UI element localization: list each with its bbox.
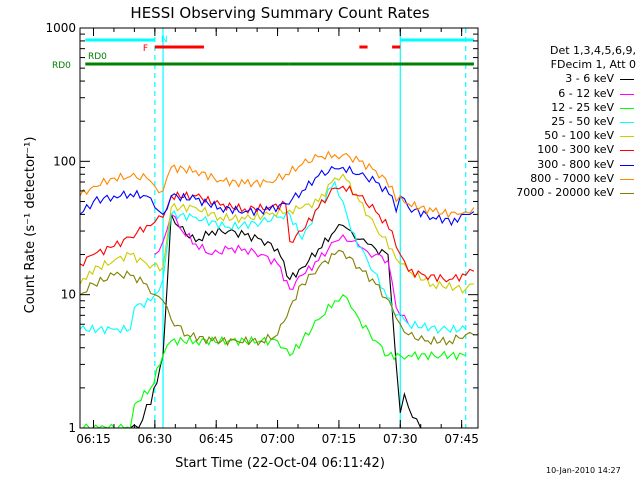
legend: Det 1,3,4,5,6,9, FDecim 1, Att 0 3 - 6 k… [480,44,636,200]
x-tick-label: 07:00 [260,432,295,446]
legend-label: 3 - 6 keV [565,72,614,86]
y-tick-label: 1000 [45,21,76,35]
legend-swatch [620,192,634,194]
flag-bar [163,62,290,66]
legend-label: 12 - 25 keV [551,100,614,114]
flag-label: F [143,44,148,54]
legend-header-line: FDecim 1, Att 0 [550,58,636,72]
legend-label: 300 - 800 keV [537,157,614,171]
series-line [79,173,474,294]
y-axis-label: Count Rate (s⁻¹ detector⁻¹) [23,137,38,314]
series-line [154,213,409,325]
legend-swatch [620,79,634,81]
legend-header-line: Det 1,3,4,5,6,9, [549,44,636,57]
legend-swatch [620,164,634,166]
y-tick-label: 1 [68,421,76,435]
y-tick-label: 100 [53,154,76,168]
x-tick-label: 07:30 [383,432,418,446]
legend-label: 7000 - 20000 keV [516,185,614,199]
plot-area: N F RD0 RD0 [52,28,475,429]
flag-label: RD0 [88,52,107,62]
legend-swatch [620,93,634,95]
legend-label: 50 - 100 keV [544,129,614,143]
plot-frame [79,27,479,429]
x-tick-label: 06:15 [76,432,111,446]
flag-label: N [161,35,168,45]
series-line [79,150,475,219]
legend-item: 100 - 300 keV [480,143,636,157]
legend-swatch [620,107,634,109]
x-tick-label: 07:45 [444,432,479,446]
legend-label: 100 - 300 keV [537,143,614,157]
legend-entries: 3 - 6 keV 6 - 12 keV 12 - 25 keV 25 - 50 ke… [480,72,636,200]
legend-item: 50 - 100 keV [480,129,636,143]
x-tick-label: 06:45 [199,432,234,446]
legend-label: 25 - 50 keV [551,114,614,128]
flag-bar [289,62,393,66]
flag-bar [359,45,368,49]
flag-label: RD0 [52,61,71,71]
chart-title: HESSI Observing Summary Count Rates [130,4,429,22]
x-tick-label: 07:15 [322,432,357,446]
legend-item: 7000 - 20000 keV [480,186,636,200]
legend-item: 25 - 50 keV [480,115,636,129]
legend-item: 12 - 25 keV [480,101,636,115]
series-line [79,185,475,283]
flag-bar [400,38,474,42]
legend-swatch [620,121,634,123]
legend-item: 300 - 800 keV [480,158,636,172]
flag-bar [85,62,164,66]
x-axis-label: Start Time (22-Oct-04 06:11:42) [175,456,385,471]
series-line [129,214,422,429]
legend-item: 6 - 12 keV [480,87,636,101]
flag-bar [392,62,474,66]
legend-label: 800 - 7000 keV [530,171,614,185]
series-line [79,165,475,227]
legend-label: 6 - 12 keV [558,86,614,100]
y-tick-label: 10 [61,288,76,302]
series-line [79,249,475,347]
axes: 1 10 100 1000 06:15 06:30 06:45 07:00 07:15 07:30… [45,21,478,446]
flag-bar [154,45,204,49]
series-line [80,293,466,429]
flag-bar [85,38,155,42]
legend-swatch [620,136,634,138]
legend-swatch [620,150,634,152]
series-line [79,180,467,335]
legend-item: 3 - 6 keV [480,72,636,86]
flag-bar [392,45,401,49]
footer-date: 10-Jan-2010 14:27 [546,466,621,475]
x-tick-label: 06:30 [138,432,173,446]
legend-item: 800 - 7000 keV [480,172,636,186]
legend-swatch [620,178,634,180]
